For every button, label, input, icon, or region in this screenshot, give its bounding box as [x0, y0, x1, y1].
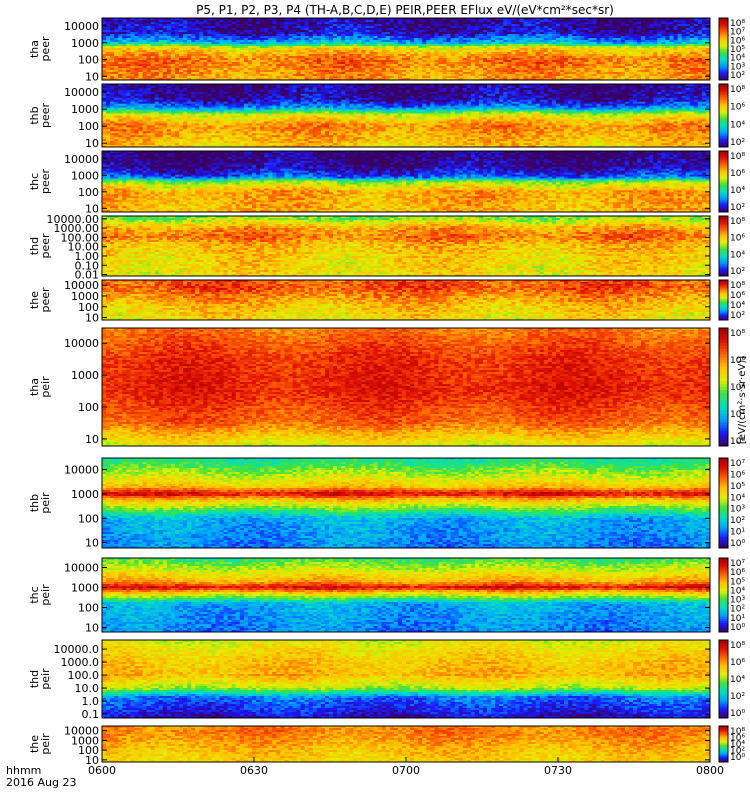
spectrogram-figure: P5, P1, P2, P3, P4 (TH-A,B,C,D,E) PEIR,P…	[0, 0, 750, 800]
figure: P5, P1, P2, P3, P4 (TH-A,B,C,D,E) PEIR,P…	[0, 0, 750, 800]
panel-tha-peer: 10000100010010thapeer10⁸10⁷10⁶10⁵10⁴10³1…	[28, 18, 745, 83]
chart-title: P5, P1, P2, P3, P4 (TH-A,B,C,D,E) PEIR,P…	[196, 3, 614, 17]
heatmap-cells	[102, 18, 710, 80]
panels-group: 10000100010010thapeer10⁸10⁷10⁶10⁵10⁴10³1…	[28, 18, 745, 767]
